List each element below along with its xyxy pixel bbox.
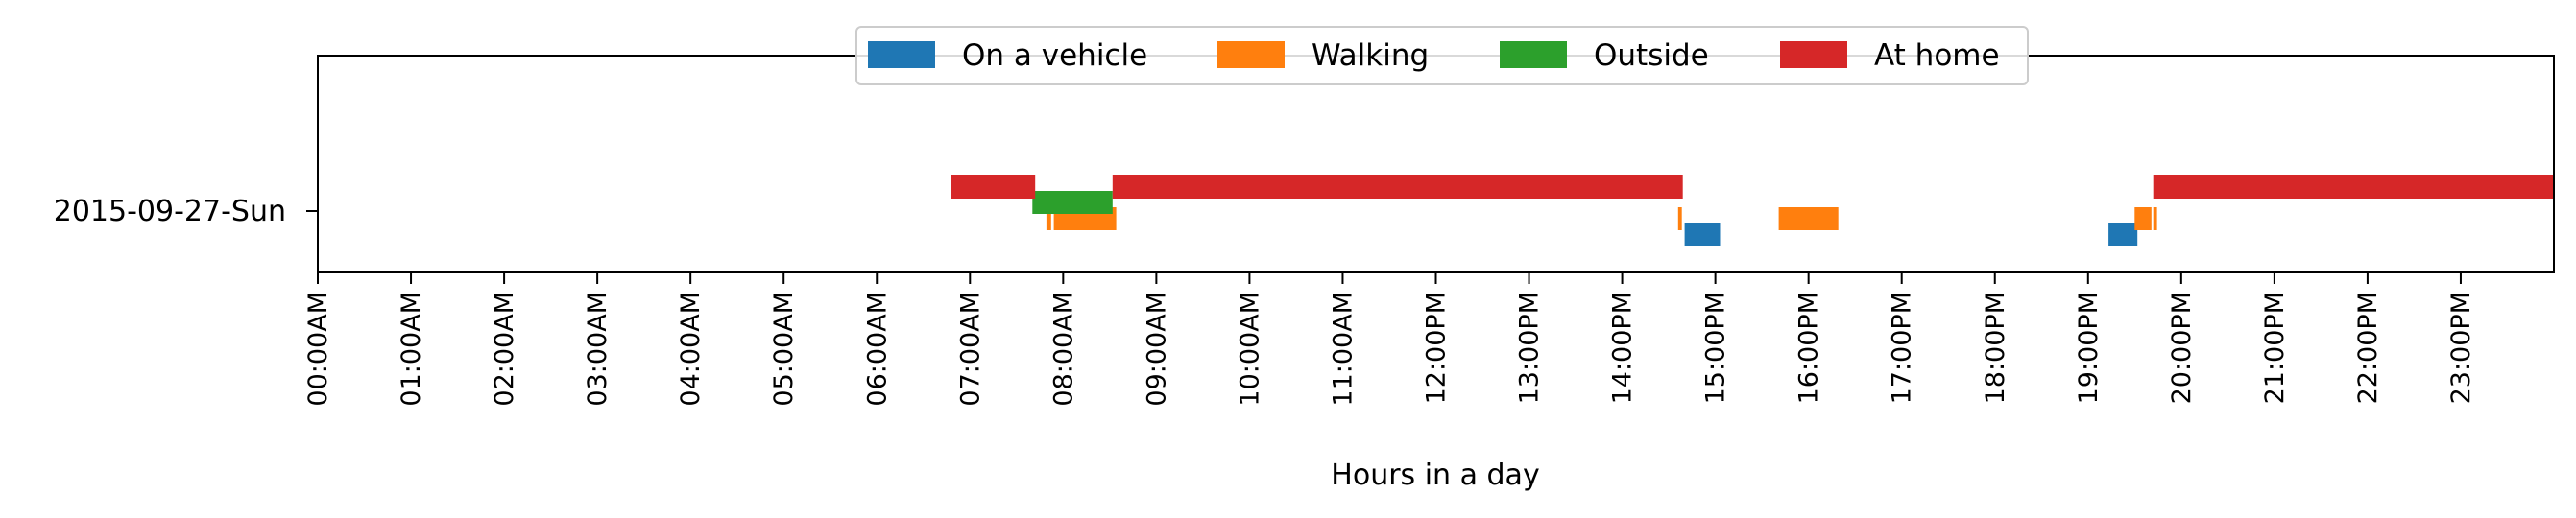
legend-box — [855, 26, 2029, 85]
legend-label: On a vehicle — [962, 38, 1147, 73]
x-tick-label: 19:00PM — [2074, 292, 2104, 404]
legend-label: Walking — [1312, 38, 1429, 73]
x-tick-label: 05:00AM — [769, 292, 799, 407]
bar-on-a-vehicle-0 — [1684, 223, 1721, 246]
bar-at-home-1 — [1112, 175, 1683, 199]
x-tick-label: 18:00PM — [1981, 292, 2010, 404]
bar-on-a-vehicle-1 — [2108, 223, 2138, 246]
x-tick-label: 21:00PM — [2260, 292, 2290, 404]
legend-swatch — [868, 41, 935, 68]
x-tick-label: 04:00AM — [676, 292, 706, 407]
x-tick-label: 01:00AM — [397, 292, 426, 407]
legend-swatch — [1500, 41, 1567, 68]
bar-outside-0 — [1032, 191, 1113, 214]
x-ticks: 00:00AM 01:00AM 02:00AM 03:00AM 04:00AM 05:00… — [303, 272, 2476, 407]
bar-walking-3 — [1778, 207, 1839, 230]
bar-at-home-0 — [951, 175, 1036, 199]
bar-walking-2 — [1677, 207, 1682, 230]
legend-label: At home — [1874, 38, 2000, 73]
x-tick-label: 15:00PM — [1701, 292, 1731, 404]
plot-frame — [317, 55, 2555, 273]
x-tick-label: 14:00PM — [1608, 292, 1638, 404]
y-tick-label: 2015-09-27-Sun — [54, 195, 286, 228]
x-tick-label: 02:00AM — [490, 292, 519, 407]
legend[interactable]: On a vehicle Walking Outside At home — [855, 26, 2029, 85]
x-tick-label: 13:00PM — [1515, 292, 1545, 404]
bar-walking-0 — [1046, 207, 1051, 230]
legend-label: Outside — [1594, 38, 1709, 73]
x-tick-label: 03:00AM — [583, 292, 613, 407]
x-tick-label: 10:00AM — [1235, 292, 1264, 407]
x-tick-label: 20:00PM — [2167, 292, 2197, 404]
x-tick-label: 00:00AM — [303, 292, 333, 407]
y-ticks: 2015-09-27-Sun — [54, 195, 318, 228]
legend-entry-on-a-vehicle[interactable]: On a vehicle — [868, 38, 1147, 73]
x-tick-label: 07:00AM — [955, 292, 985, 407]
x-tick-label: 06:00AM — [862, 292, 892, 407]
bar-walking-5 — [2153, 207, 2157, 230]
legend-entry-outside[interactable]: Outside — [1500, 38, 1709, 73]
x-tick-label: 22:00PM — [2353, 292, 2383, 404]
legend-swatch — [1217, 41, 1285, 68]
x-tick-label: 11:00AM — [1328, 292, 1358, 407]
x-tick-label: 16:00PM — [1794, 292, 1824, 404]
x-tick-label: 17:00PM — [1888, 292, 1917, 404]
bar-walking-4 — [2134, 207, 2152, 230]
x-tick-label: 09:00AM — [1142, 292, 1171, 407]
bar-at-home-2 — [2153, 175, 2554, 199]
x-axis-label: Hours in a day — [1331, 459, 1539, 492]
legend-entry-walking[interactable]: Walking — [1217, 38, 1429, 73]
x-tick-label: 08:00AM — [1048, 292, 1078, 407]
x-tick-label: 23:00PM — [2446, 292, 2476, 404]
x-tick-label: 12:00PM — [1422, 292, 1452, 404]
bars-layer — [951, 175, 2554, 246]
legend-swatch — [1780, 41, 1847, 68]
legend-entry-at-home[interactable]: At home — [1780, 38, 2000, 73]
